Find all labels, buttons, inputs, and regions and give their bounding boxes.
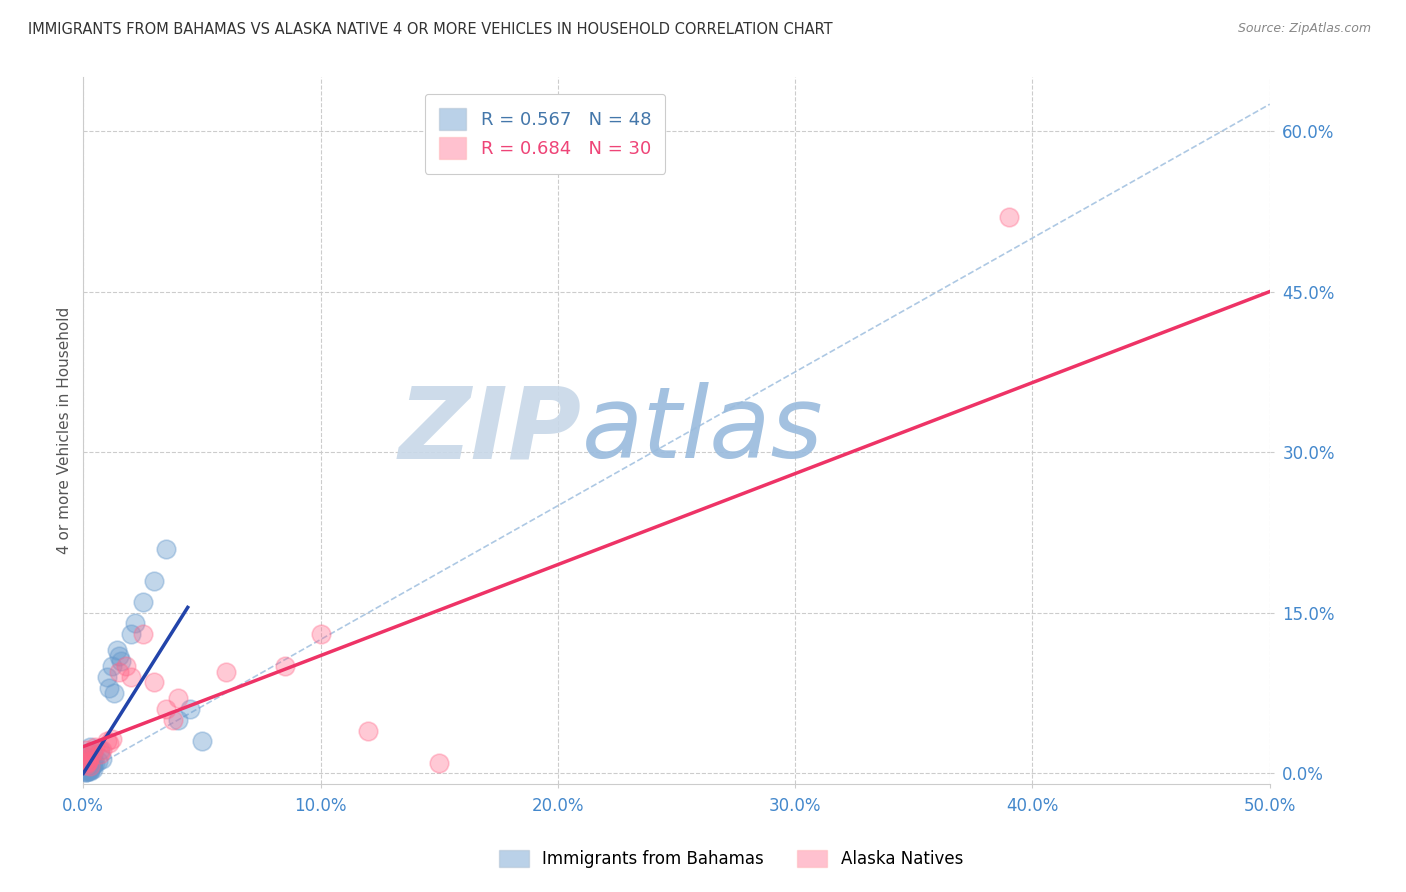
Legend: Immigrants from Bahamas, Alaska Natives: Immigrants from Bahamas, Alaska Natives — [492, 843, 970, 875]
Point — [143, 574, 166, 588]
Point — [79, 750, 101, 764]
Point — [77, 754, 100, 768]
Point — [82, 762, 104, 776]
Text: IMMIGRANTS FROM BAHAMAS VS ALASKA NATIVE 4 OR MORE VEHICLES IN HOUSEHOLD CORRELA: IMMIGRANTS FROM BAHAMAS VS ALASKA NATIVE… — [28, 22, 832, 37]
Point — [82, 747, 104, 761]
Point — [75, 763, 97, 777]
Point — [82, 745, 104, 759]
Point — [155, 541, 177, 556]
Point — [77, 747, 100, 761]
Point — [155, 702, 177, 716]
Point — [274, 659, 297, 673]
Point — [79, 762, 101, 776]
Point — [89, 743, 111, 757]
Y-axis label: 4 or more Vehicles in Household: 4 or more Vehicles in Household — [58, 307, 72, 554]
Point — [191, 734, 214, 748]
Point — [98, 736, 121, 750]
Point — [96, 670, 118, 684]
Point — [75, 757, 97, 772]
Legend: R = 0.567   N = 48, R = 0.684   N = 30: R = 0.567 N = 48, R = 0.684 N = 30 — [425, 94, 665, 174]
Point — [167, 713, 190, 727]
Point — [75, 764, 97, 779]
Point — [75, 765, 97, 780]
Point — [84, 739, 107, 754]
Point — [75, 762, 97, 776]
Point — [77, 757, 100, 772]
Point — [105, 643, 128, 657]
Point — [357, 723, 380, 738]
Point — [131, 627, 153, 641]
Point — [75, 743, 97, 757]
Point — [79, 763, 101, 777]
Point — [98, 681, 121, 695]
Point — [427, 756, 450, 770]
Point — [84, 756, 107, 770]
Point — [75, 765, 97, 780]
Point — [86, 754, 108, 768]
Point — [79, 759, 101, 773]
Point — [162, 713, 184, 727]
Point — [179, 702, 201, 716]
Point — [115, 659, 138, 673]
Point — [75, 750, 97, 764]
Point — [309, 627, 332, 641]
Point — [108, 665, 131, 679]
Point — [108, 648, 131, 663]
Point — [79, 739, 101, 754]
Point — [79, 764, 101, 779]
Point — [79, 756, 101, 771]
Point — [120, 627, 142, 641]
Point — [215, 665, 238, 679]
Point — [103, 686, 125, 700]
Point — [110, 654, 132, 668]
Text: atlas: atlas — [582, 383, 824, 479]
Point — [75, 761, 97, 775]
Point — [82, 757, 104, 772]
Point — [131, 595, 153, 609]
Point — [77, 751, 100, 765]
Point — [77, 760, 100, 774]
Point — [91, 743, 114, 757]
Point — [77, 761, 100, 775]
Point — [100, 659, 122, 673]
Point — [77, 755, 100, 769]
Point — [167, 691, 190, 706]
Point — [79, 754, 101, 768]
Point — [82, 755, 104, 769]
Point — [75, 757, 97, 772]
Point — [75, 752, 97, 766]
Point — [89, 747, 111, 761]
Point — [77, 756, 100, 770]
Point — [997, 210, 1019, 224]
Point — [77, 763, 100, 777]
Point — [77, 764, 100, 779]
Point — [79, 759, 101, 773]
Point — [77, 752, 100, 766]
Point — [120, 670, 142, 684]
Point — [143, 675, 166, 690]
Point — [124, 616, 146, 631]
Point — [96, 734, 118, 748]
Point — [100, 732, 122, 747]
Text: ZIP: ZIP — [399, 383, 582, 479]
Point — [75, 760, 97, 774]
Point — [75, 759, 97, 773]
Point — [75, 756, 97, 770]
Point — [91, 752, 114, 766]
Text: Source: ZipAtlas.com: Source: ZipAtlas.com — [1237, 22, 1371, 36]
